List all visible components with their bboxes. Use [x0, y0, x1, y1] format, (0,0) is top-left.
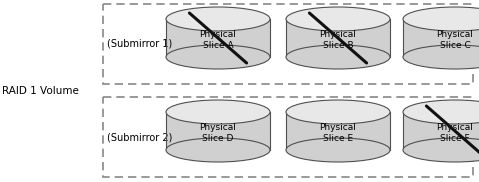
- Ellipse shape: [166, 138, 270, 162]
- Text: Physical
Slice E: Physical Slice E: [319, 123, 356, 143]
- Ellipse shape: [286, 100, 390, 124]
- Ellipse shape: [403, 7, 479, 31]
- Polygon shape: [166, 112, 270, 150]
- Polygon shape: [403, 112, 479, 150]
- Text: (Submirror 2): (Submirror 2): [107, 132, 173, 142]
- Ellipse shape: [286, 138, 390, 162]
- Ellipse shape: [403, 45, 479, 69]
- Ellipse shape: [403, 100, 479, 124]
- Polygon shape: [286, 19, 390, 57]
- Polygon shape: [286, 112, 390, 150]
- Ellipse shape: [166, 7, 270, 31]
- Ellipse shape: [403, 138, 479, 162]
- Text: (Submirror 1): (Submirror 1): [107, 39, 172, 49]
- Polygon shape: [403, 19, 479, 57]
- Text: Physical
Slice B: Physical Slice B: [319, 30, 356, 50]
- Ellipse shape: [286, 45, 390, 69]
- Text: Physical
Slice A: Physical Slice A: [200, 30, 237, 50]
- Ellipse shape: [166, 100, 270, 124]
- Text: Physical
Slice C: Physical Slice C: [436, 30, 473, 50]
- Ellipse shape: [166, 45, 270, 69]
- Text: Physical
Slice D: Physical Slice D: [200, 123, 237, 143]
- Text: RAID 1 Volume: RAID 1 Volume: [2, 86, 79, 96]
- Polygon shape: [166, 19, 270, 57]
- Ellipse shape: [286, 7, 390, 31]
- Text: Physical
Slice F: Physical Slice F: [436, 123, 473, 143]
